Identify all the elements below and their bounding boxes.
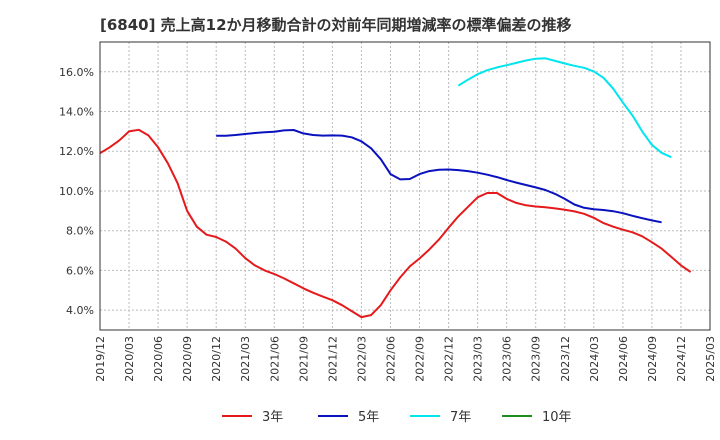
plot-frame — [99, 41, 711, 331]
series-line — [216, 129, 662, 224]
x-tick-label: 2022/12 — [443, 336, 456, 382]
x-tick-label: 2022/06 — [384, 336, 397, 382]
y-tick-label: 8.0% — [66, 225, 94, 238]
x-tick-label: 2023/09 — [530, 336, 543, 382]
x-tick-label: 2022/03 — [355, 336, 368, 382]
x-tick-label: 2020/03 — [123, 336, 136, 382]
y-tick-label: 6.0% — [66, 264, 94, 277]
y-tick-label: 12.0% — [59, 145, 94, 158]
y-tick-label: 4.0% — [66, 304, 94, 317]
legend-label: 7年 — [450, 410, 471, 425]
x-tick-label: 2021/09 — [297, 336, 310, 382]
x-tick-label: 2024/12 — [675, 336, 688, 382]
x-tick-label: 2023/06 — [501, 336, 514, 382]
series-line — [99, 128, 692, 319]
x-tick-label: 2022/09 — [414, 336, 427, 382]
series-line — [457, 57, 672, 159]
x-tick-label: 2020/09 — [181, 336, 194, 382]
y-axis-ticks: 4.0% 6.0% 8.0% 10.0% 12.0% 14.0% 16.0% — [59, 66, 94, 317]
axes — [99, 41, 711, 331]
y-tick-label: 14.0% — [59, 106, 94, 119]
x-axis-ticks: 2019/12 2020/03 2020/06 2020/09 2020/12 2021/… — [94, 336, 717, 382]
legend-label: 3年 — [262, 410, 283, 425]
x-tick-label: 2021/03 — [239, 336, 252, 382]
series-lines — [99, 57, 692, 319]
legend-label: 5年 — [358, 410, 379, 425]
x-tick-label: 2021/12 — [326, 336, 339, 382]
x-tick-label: 2020/06 — [152, 336, 165, 382]
x-tick-label: 2024/09 — [646, 336, 659, 382]
y-tick-label: 16.0% — [59, 66, 94, 79]
x-tick-label: 2021/06 — [268, 336, 281, 382]
x-tick-label: 2019/12 — [94, 336, 107, 382]
legend: 3年 5年 7年 10年 — [222, 410, 572, 425]
y-tick-label: 10.0% — [59, 185, 94, 198]
x-tick-label: 2024/06 — [617, 336, 630, 382]
chart-title: [6840] 売上高12か月移動合計の対前年同期増減率の標準偏差の推移 — [100, 16, 572, 34]
legend-label: 10年 — [542, 410, 572, 425]
x-tick-label: 2020/12 — [210, 336, 223, 382]
x-tick-label: 2023/12 — [559, 336, 572, 382]
x-tick-label: 2023/03 — [472, 336, 485, 382]
gridlines — [100, 42, 710, 330]
x-tick-label: 2025/03 — [704, 336, 717, 382]
x-tick-label: 2024/03 — [588, 336, 601, 382]
